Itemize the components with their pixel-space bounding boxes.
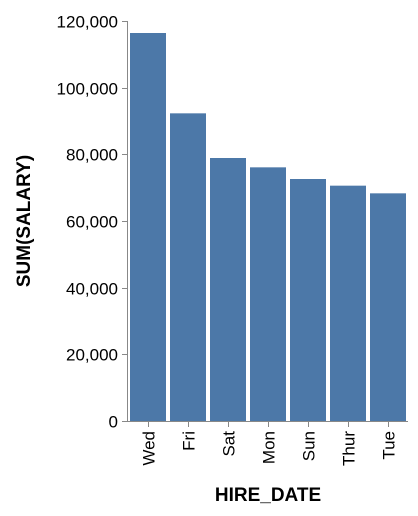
x-tick-label-sat: Sat bbox=[220, 431, 239, 457]
y-tick-label: 100,000 bbox=[57, 80, 118, 99]
bar-sun bbox=[290, 179, 326, 421]
y-axis: 0 20,000 40,000 60,000 80,000 100,000 120,000 bbox=[57, 13, 128, 432]
y-axis-title: SUM(SALARY) bbox=[14, 155, 35, 287]
y-tick-label: 0 bbox=[109, 413, 118, 432]
y-tick-label: 120,000 bbox=[57, 13, 118, 32]
y-tick-label: 60,000 bbox=[66, 213, 118, 232]
x-tick-label-fri: Fri bbox=[180, 431, 199, 451]
x-tick-label-mon: Mon bbox=[260, 431, 279, 464]
x-axis-title: HIRE_DATE bbox=[215, 485, 321, 506]
bar-sat bbox=[210, 158, 246, 421]
y-tick-label: 80,000 bbox=[66, 146, 118, 165]
x-tick-label-sun: Sun bbox=[300, 431, 319, 461]
bars-layer bbox=[130, 33, 406, 421]
bar-fri bbox=[170, 113, 206, 421]
bar-wed bbox=[130, 33, 166, 421]
x-tick-label-wed: Wed bbox=[140, 431, 159, 466]
y-tick-label: 20,000 bbox=[66, 346, 118, 365]
x-tick-label-thur: Thur bbox=[340, 431, 359, 466]
bar-mon bbox=[250, 167, 286, 421]
y-tick-label: 40,000 bbox=[66, 280, 118, 299]
bar-thur bbox=[330, 185, 366, 421]
x-tick-label-tue: Tue bbox=[380, 431, 399, 460]
bar-tue bbox=[370, 193, 406, 421]
x-axis: Wed Fri Sat Mon Sun Thur Tue bbox=[127, 421, 408, 466]
